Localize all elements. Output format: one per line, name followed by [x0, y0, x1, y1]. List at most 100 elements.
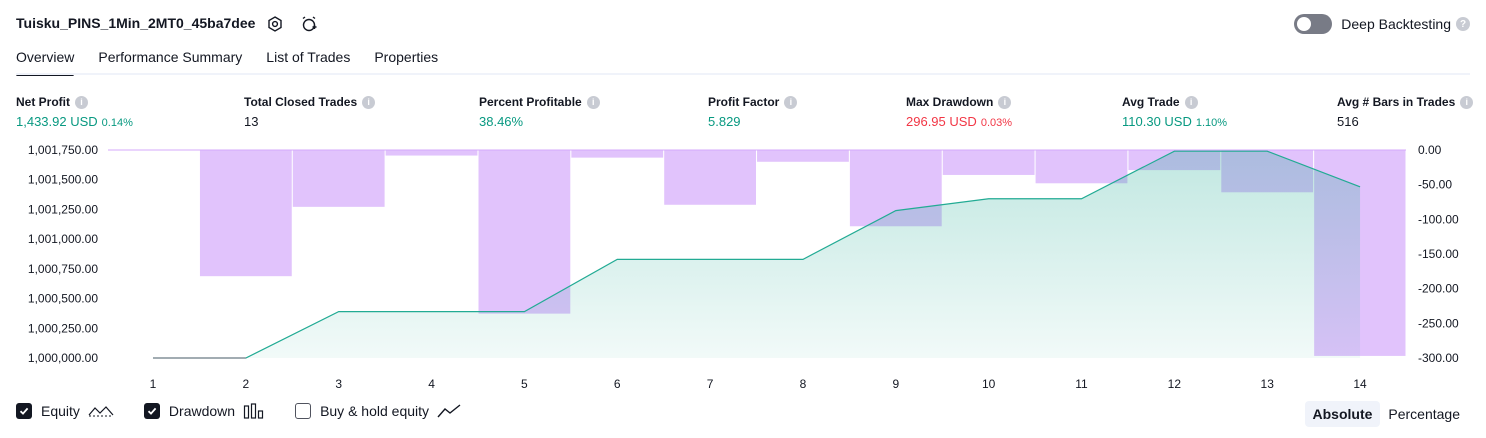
drawdown-bar: [757, 150, 849, 162]
left-axis-tick-label: 1,001,250.00: [28, 202, 98, 216]
deep-backtesting-control: Deep Backtesting ?: [1294, 14, 1470, 34]
stat-percent: 0.14%: [101, 117, 133, 129]
left-axis-tick-label: 1,000,250.00: [28, 321, 98, 335]
buy-hold-line-icon: [437, 403, 461, 419]
checkbox-checked-icon[interactable]: [16, 403, 32, 419]
x-axis-tick-label: 7: [707, 377, 714, 391]
stat-avg-trade: Avg Trade i 110.30 USD 1.10%: [1122, 94, 1227, 129]
stat-label: Avg # Bars in Trades: [1337, 95, 1456, 109]
x-axis-tick-label: 9: [892, 377, 899, 391]
mode-percentage-button[interactable]: Percentage: [1388, 406, 1460, 422]
stat-value: 1,433.92 USD: [16, 114, 98, 129]
stat-percent: 1.10%: [1195, 117, 1228, 129]
drawdown-bar: [942, 150, 1035, 175]
stat-label: Net Profit: [16, 95, 70, 109]
tab-properties[interactable]: Properties: [374, 49, 439, 65]
x-axis-tick-label: 10: [982, 377, 996, 391]
report-header: Tuisku_PINS_1Min_2MT0_45ba7dee Deep Back…: [16, 12, 1470, 38]
value-mode-switch: Absolute Percentage: [1304, 401, 1469, 427]
drawdown-bars-icon: [243, 403, 265, 419]
stat-percent: 0.03%: [980, 117, 1013, 129]
checkbox-unchecked-icon[interactable]: [295, 403, 312, 419]
drawdown-bar: [478, 150, 571, 314]
left-axis-tick-label: 1,000,000.00: [28, 351, 98, 365]
checkbox-checked-icon[interactable]: [143, 403, 160, 419]
help-icon[interactable]: i: [1460, 95, 1474, 109]
stat-label: Total Closed Trades: [244, 95, 358, 109]
legend-buy-hold-equity[interactable]: Buy & hold equity: [295, 403, 461, 419]
legend-equity[interactable]: Equity: [16, 403, 114, 419]
equity-area: [153, 151, 1361, 358]
tab-list-of-trades[interactable]: List of Trades: [266, 49, 351, 65]
help-icon[interactable]: i: [784, 95, 798, 109]
stat-value: 296.95 USD: [906, 114, 977, 129]
stat-max-drawdown: Max Drawdown i 296.95 USD 0.03%: [906, 94, 1012, 129]
x-axis-tick-label: 8: [800, 377, 807, 391]
drawdown-bar: [664, 150, 756, 205]
drawdown-bar: [571, 150, 664, 158]
left-axis-tick-label: 1,001,000.00: [28, 232, 98, 246]
help-icon[interactable]: ?: [1456, 17, 1470, 31]
x-axis-tick-label: 5: [521, 377, 528, 391]
stat-avg-bars-in-trades: Avg # Bars in Trades i 516: [1337, 94, 1474, 129]
drawdown-bar: [199, 150, 292, 277]
deep-backtesting-label: Deep Backtesting: [1341, 16, 1451, 32]
stat-percent-profitable: Percent Profitable i 38.46%: [479, 94, 600, 129]
help-icon[interactable]: i: [586, 95, 600, 109]
drawdown-bar: [292, 150, 385, 207]
x-axis-tick-label: 4: [428, 377, 435, 391]
stat-label: Percent Profitable: [479, 95, 582, 109]
stat-value: 110.30 USD: [1122, 114, 1192, 129]
equity-line: [153, 150, 1361, 359]
right-axis-tick-label: -150.00: [1418, 247, 1459, 261]
x-axis-tick-label: 13: [1261, 377, 1275, 391]
left-axis-tick-label: 1,001,750.00: [28, 143, 98, 157]
x-axis-tick-label: 1: [150, 377, 157, 391]
deep-backtesting-toggle[interactable]: [1294, 14, 1333, 34]
stat-total-closed-trades: Total Closed Trades i 13: [244, 94, 376, 129]
x-axis-tick-label: 12: [1168, 377, 1182, 391]
chart-legend: Equity Drawdown Buy & hold equity: [16, 403, 491, 419]
x-axis-tick-label: 11: [1075, 377, 1088, 391]
mode-absolute-button[interactable]: Absolute: [1304, 401, 1381, 427]
left-axis-tick-label: 1,000,500.00: [28, 292, 98, 306]
help-icon[interactable]: i: [1184, 95, 1198, 109]
tab-performance-summary[interactable]: Performance Summary: [98, 49, 243, 65]
chart-svg: 1,001,750.00 1,001,500.00 1,001,250.00 1,00…: [28, 143, 1459, 391]
tab-overview[interactable]: Overview: [16, 48, 75, 76]
drawdown-bar: [1035, 150, 1128, 184]
right-axis-tick-label: 0.00: [1418, 143, 1442, 157]
x-axis-tick-label: 3: [335, 377, 342, 391]
legend-label: Equity: [41, 403, 80, 419]
right-axis-tick-label: -50.00: [1418, 178, 1452, 192]
x-axis-tick-label: 14: [1353, 377, 1367, 391]
x-axis-tick-label: 2: [243, 377, 250, 391]
left-axis-tick-label: 1,001,500.00: [28, 173, 98, 187]
legend-drawdown[interactable]: Drawdown: [143, 403, 265, 419]
stat-label: Profit Factor: [708, 95, 780, 109]
equity-line-icon: [88, 403, 114, 419]
legend-label: Drawdown: [168, 403, 236, 419]
x-axis-tick-label: 6: [614, 377, 621, 391]
help-icon[interactable]: i: [362, 95, 376, 109]
stat-net-profit: Net Profit i 1,433.92 USD 0.14%: [16, 94, 133, 129]
tabs-divider: [16, 73, 1470, 75]
stat-value: 516: [1337, 114, 1359, 129]
stat-label: Max Drawdown: [906, 95, 994, 109]
help-icon[interactable]: i: [998, 95, 1012, 109]
left-axis-tick-label: 1,000,750.00: [28, 262, 98, 276]
report-tabs: Overview Performance Summary List of Tra…: [16, 48, 462, 76]
stat-profit-factor: Profit Factor i 5.829: [708, 94, 798, 129]
right-axis-tick-label: -100.00: [1418, 212, 1459, 226]
strategy-title: Tuisku_PINS_1Min_2MT0_45ba7dee: [16, 15, 256, 31]
equity-drawdown-chart: 1,001,750.00 1,001,500.00 1,001,250.00 1,00…: [0, 136, 1486, 396]
legend-label: Buy & hold equity: [320, 403, 430, 419]
right-axis-tick-label: -250.00: [1418, 316, 1459, 330]
right-axis-tick-label: -300.00: [1418, 351, 1459, 365]
right-axis-tick-label: -200.00: [1418, 282, 1459, 296]
stat-label: Avg Trade: [1122, 95, 1180, 109]
add-alert-icon[interactable]: [298, 13, 320, 35]
stat-value: 13: [244, 114, 259, 129]
settings-icon[interactable]: [264, 13, 286, 35]
help-icon[interactable]: i: [75, 95, 88, 109]
